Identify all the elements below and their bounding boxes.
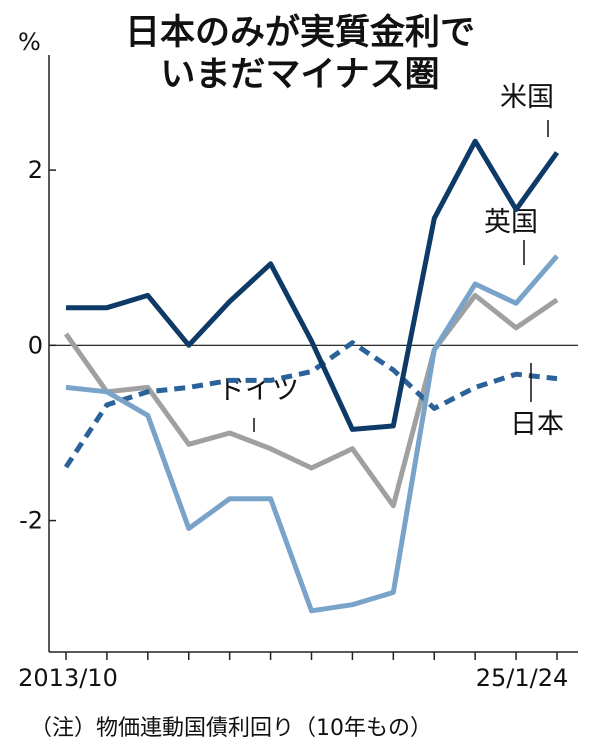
axes: 2 0 -2 xyxy=(19,55,578,660)
series-line-2 xyxy=(63,292,559,509)
series-label-uk: 英国 xyxy=(484,207,538,238)
y-tick-label: 0 xyxy=(28,331,43,359)
series-line-1 xyxy=(65,254,559,614)
series-lines xyxy=(63,120,560,614)
series-label-japan: 日本 xyxy=(510,409,564,440)
y-tick-label: -2 xyxy=(19,507,43,535)
chart-title-line2: いまだマイナス圏 xyxy=(160,55,439,95)
chart-note: （注）物価連動国債利回り（10年もの） xyxy=(30,716,432,741)
chart-title-line1: 日本のみが実質金利で xyxy=(125,12,475,53)
y-tick-label: 2 xyxy=(28,156,43,184)
series-line-3 xyxy=(63,340,558,469)
y-unit-label: % xyxy=(18,28,41,56)
x-start-label: 2013/10 xyxy=(18,664,118,692)
series-line-0 xyxy=(66,138,560,432)
x-end-label: 25/1/24 xyxy=(476,664,569,692)
series-label-us: 米国 xyxy=(500,82,554,113)
